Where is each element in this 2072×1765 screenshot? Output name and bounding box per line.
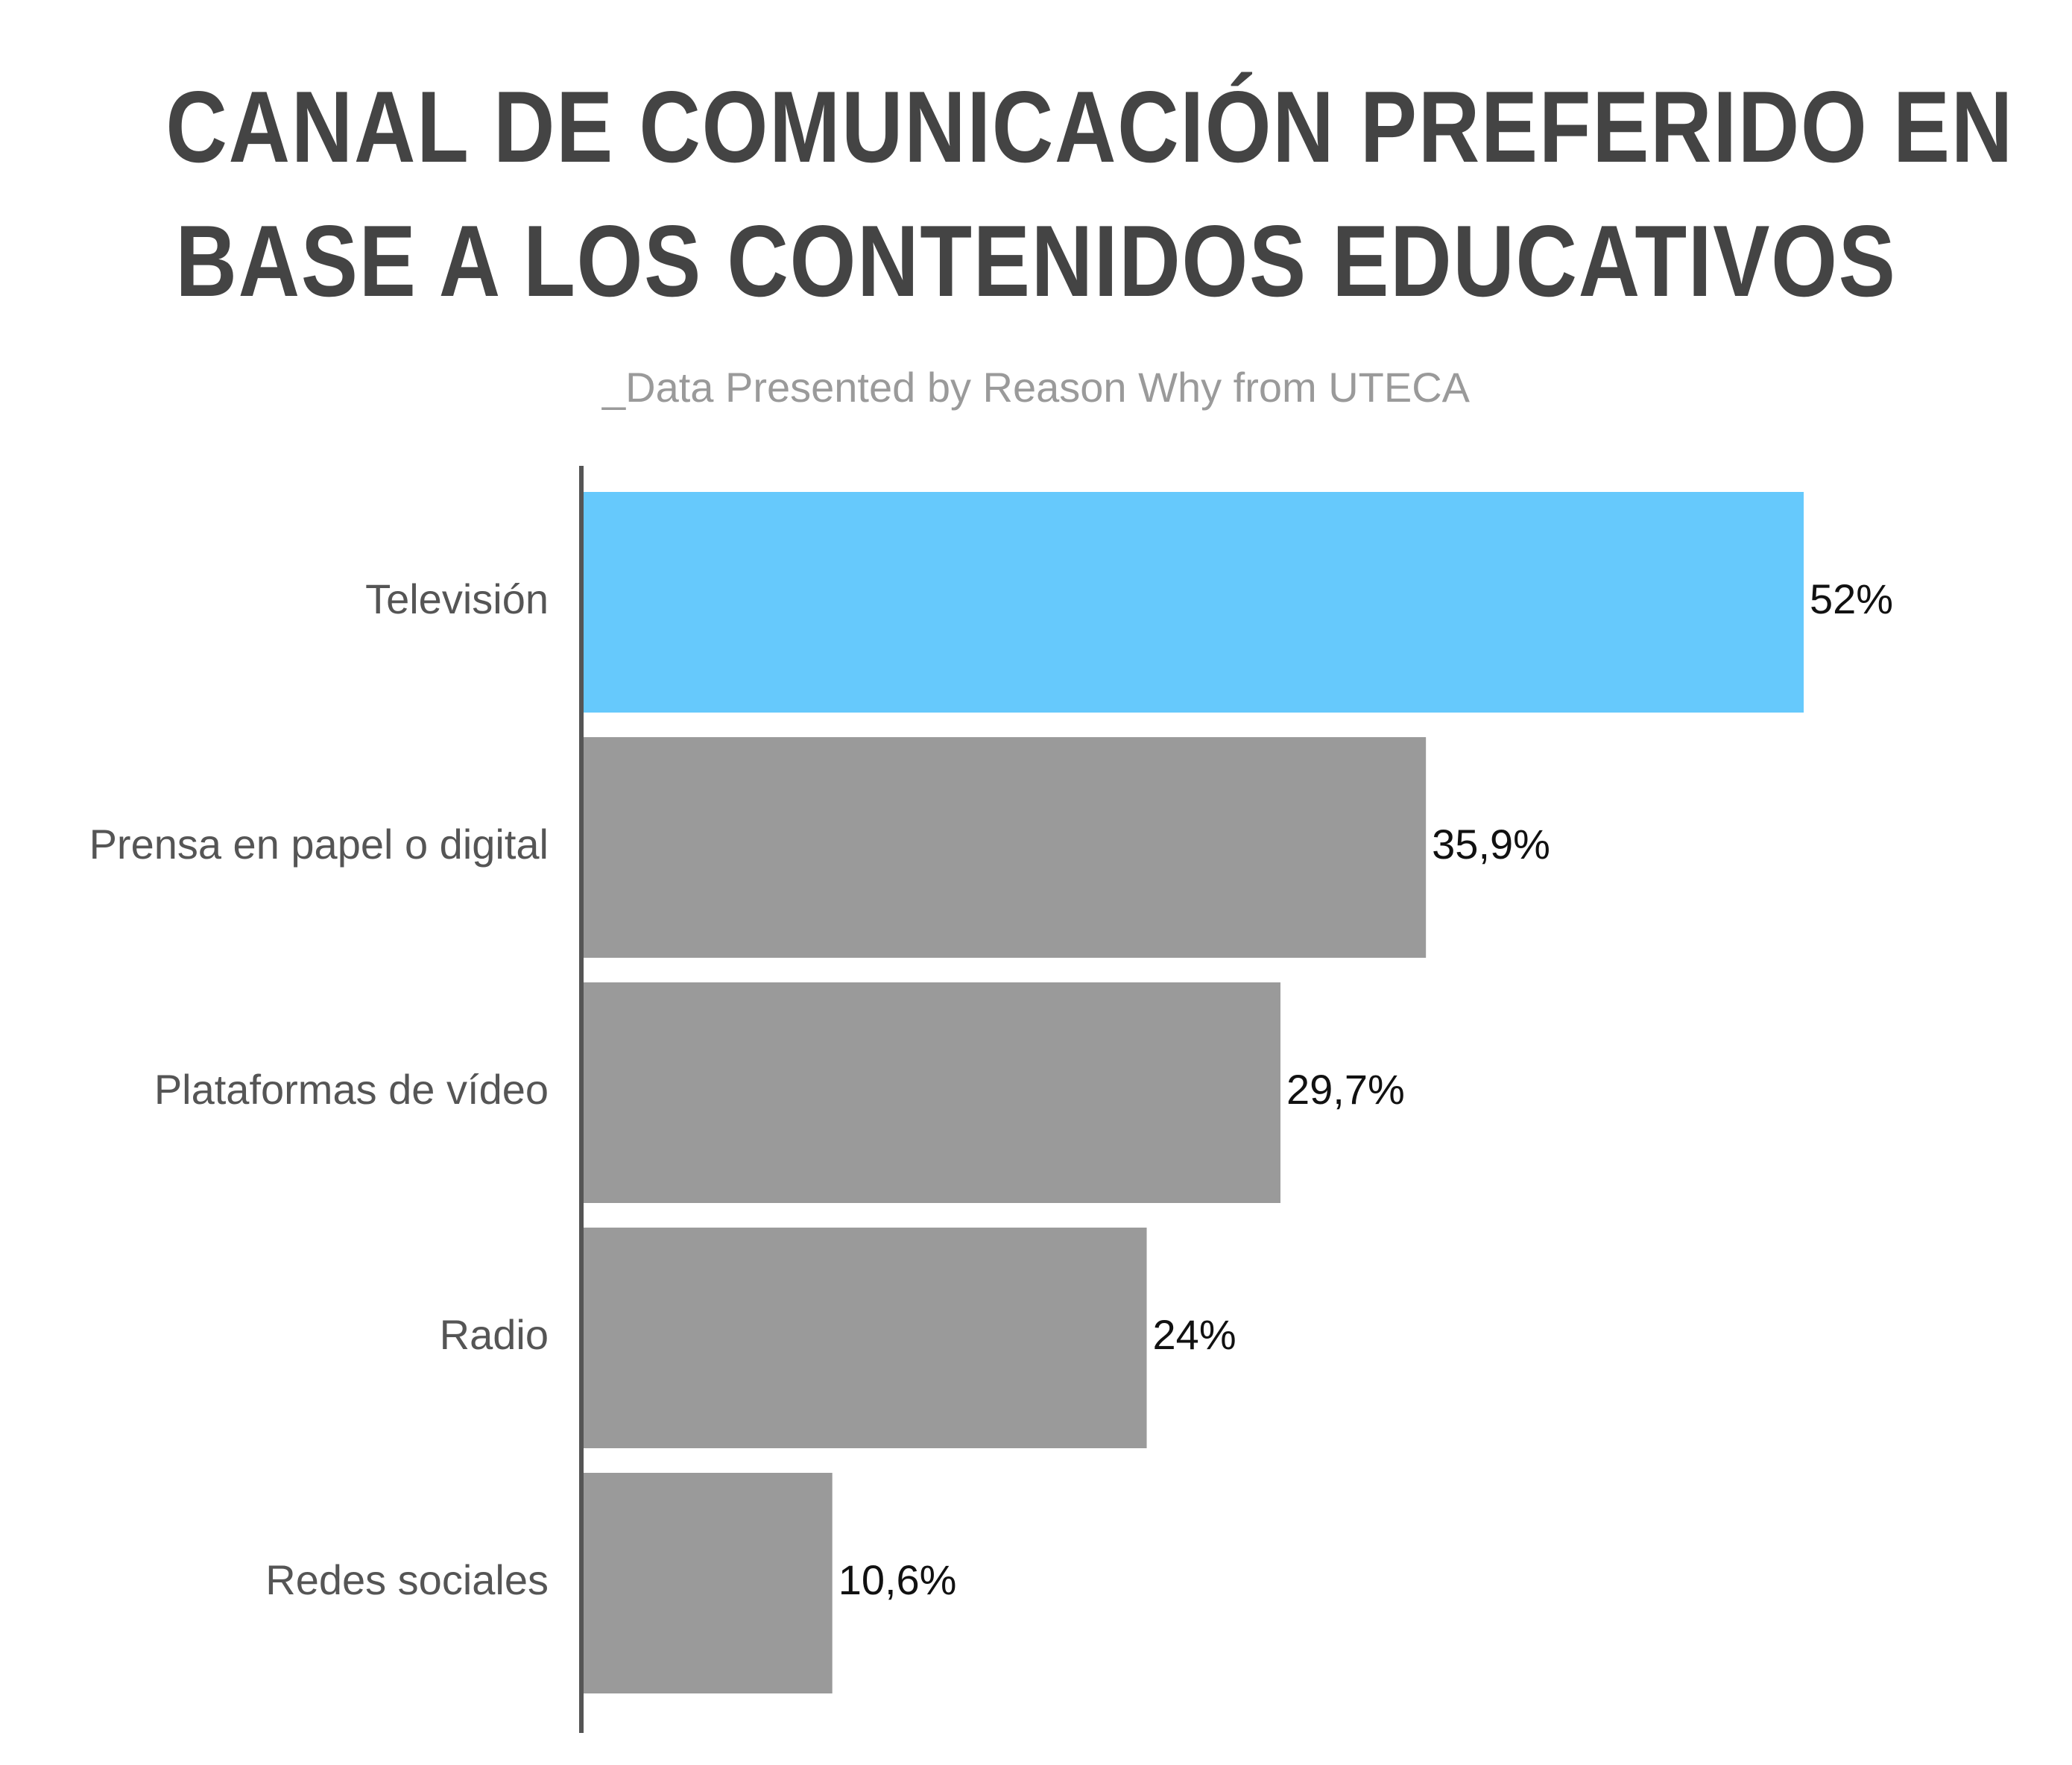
bar-0 [584, 492, 1804, 713]
value-label-2: 29,7% [1286, 1066, 1405, 1113]
value-label-4: 10,6% [838, 1556, 957, 1603]
value-labels-group: 52% 35,9% 29,7% 24% 10,6% [838, 575, 1893, 1603]
bar-2 [584, 982, 1280, 1203]
category-label-2: Plataformas de vídeo [154, 1066, 549, 1113]
chart-title-line-2: BASE A LOS CONTENIDOS EDUCATIVOS [175, 204, 1897, 318]
category-label-4: Redes sociales [265, 1556, 549, 1603]
chart-title-line-1: CANAL DE COMUNICACIÓN PREFERIDO EN [165, 70, 2014, 183]
category-label-1: Prensa en papel o digital [89, 821, 549, 868]
category-label-3: Radio [440, 1311, 549, 1358]
value-label-1: 35,9% [1432, 821, 1550, 868]
bar-3 [584, 1228, 1147, 1448]
category-label-0: Televisión [365, 575, 549, 622]
category-labels-group: Televisión Prensa en papel o digital Plata… [89, 575, 549, 1603]
bars-group [584, 492, 1804, 1693]
bar-4 [584, 1473, 833, 1693]
value-label-3: 24% [1153, 1311, 1236, 1358]
chart-title: CANAL DE COMUNICACIÓN PREFERIDO EN BASE … [0, 60, 2072, 328]
value-label-0: 52% [1810, 575, 1893, 622]
bar-1 [584, 737, 1427, 958]
chart-subtitle: _Data Presented by Reason Why from UTECA [601, 364, 1471, 411]
